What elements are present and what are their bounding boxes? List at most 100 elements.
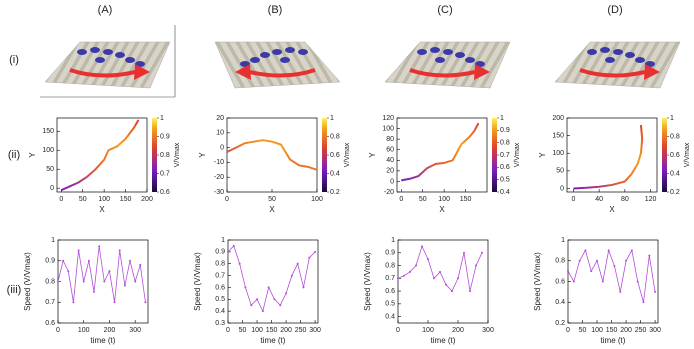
x-tick-label: 100 xyxy=(438,196,450,203)
column-label: (D) xyxy=(607,4,622,16)
colorbar-tick-label: 1 xyxy=(500,115,504,122)
y-tick-label: 40 xyxy=(386,157,394,164)
x-tick-label: 100 xyxy=(591,327,603,334)
colorbar-tick-label: 0.7 xyxy=(500,152,510,159)
colorbar-tick-label: 1 xyxy=(330,115,334,122)
y-tick-label: 0.6 xyxy=(45,320,55,327)
y-tick-label: 0.8 xyxy=(215,261,225,268)
data-point xyxy=(144,301,147,304)
y-tick-label: 0.9 xyxy=(45,258,55,265)
x-tick-label: 50 xyxy=(79,196,87,203)
data-point xyxy=(62,259,65,262)
colorbar-tick-label: 0.4 xyxy=(670,170,680,177)
plot-frame xyxy=(397,239,489,324)
data-line xyxy=(226,139,318,171)
y-axis-label: Speed (V/Vmax) xyxy=(193,252,202,311)
column-label: (C) xyxy=(437,4,452,16)
data-point xyxy=(451,290,453,293)
y-tick-label: 0.5 xyxy=(385,301,395,308)
y-tick-label: 0 xyxy=(390,178,394,185)
x-axis-label: X xyxy=(609,205,615,214)
x-tick-label: 150 xyxy=(120,196,132,203)
plot-frame xyxy=(567,239,659,324)
colorbar-tick-label: 0.4 xyxy=(330,170,340,177)
colorbar-label: V/Vmax xyxy=(344,142,351,167)
data-point xyxy=(261,310,264,313)
x-tick-label: 100 xyxy=(251,327,263,334)
y-tick-label: 200 xyxy=(552,115,564,122)
data-point xyxy=(457,277,459,280)
colorbar-tick-label: 1 xyxy=(160,115,164,122)
surface-render xyxy=(213,40,342,90)
x-tick-label: 50 xyxy=(239,327,247,334)
data-line xyxy=(573,124,644,190)
y-tick-label: 0.8 xyxy=(385,262,395,269)
data-point xyxy=(567,270,569,273)
data-point xyxy=(619,290,622,293)
data-point xyxy=(103,280,106,283)
plot-frame xyxy=(227,239,319,324)
data-line xyxy=(227,245,316,313)
y-tick-label: 0.9 xyxy=(215,249,225,256)
colorbar xyxy=(662,118,667,192)
data-point xyxy=(397,277,399,280)
y-axis-label: Speed (V/Vmax) xyxy=(533,252,542,311)
data-line xyxy=(397,245,483,292)
y-tick-label: 0 xyxy=(220,144,224,151)
data-point xyxy=(285,292,288,295)
data-point xyxy=(98,245,101,248)
data-point xyxy=(648,254,651,257)
y-tick-label: 0.4 xyxy=(385,313,395,320)
y-tick-label: 0.7 xyxy=(215,272,225,279)
y-tick-label: 0 xyxy=(560,185,564,192)
y-tick-label: 0.4 xyxy=(215,308,225,315)
colorbar-tick-label: 0.9 xyxy=(500,127,510,134)
y-axis-label: Y xyxy=(28,152,37,158)
y-axis-label: Speed (V/Vmax) xyxy=(363,252,372,311)
x-tick-label: 0 xyxy=(399,196,403,203)
data-point xyxy=(439,270,441,273)
y-tick-label: 100 xyxy=(382,125,394,132)
data-point xyxy=(630,249,633,252)
column-label: (B) xyxy=(268,4,283,16)
y-tick-label: 0.7 xyxy=(385,275,395,282)
data-point xyxy=(72,301,75,304)
data-point xyxy=(601,280,604,283)
y-tick-label: 0.9 xyxy=(385,250,395,257)
data-point xyxy=(314,250,317,253)
y-tick-label: 0.3 xyxy=(215,320,225,327)
data-point xyxy=(308,256,311,259)
y-tick-label: 0.2 xyxy=(555,320,565,327)
surface-render xyxy=(383,40,512,90)
x-axis-label: X xyxy=(269,205,275,214)
y-tick-label: 1 xyxy=(51,237,55,244)
y-tick-label: 20 xyxy=(216,115,224,122)
x-axis-label: time (t) xyxy=(261,336,286,345)
data-line xyxy=(57,246,146,303)
data-point xyxy=(584,249,587,252)
data-point xyxy=(409,270,411,273)
data-point xyxy=(403,274,405,277)
colorbar-tick-label: 0.8 xyxy=(670,133,680,140)
data-point xyxy=(433,277,435,280)
y-tick-label: 0.6 xyxy=(215,284,225,291)
colorbar-tick-label: 0.7 xyxy=(160,170,170,177)
x-tick-label: 0 xyxy=(571,196,575,203)
data-point xyxy=(256,298,259,301)
plot-frame xyxy=(56,117,148,193)
y-tick-label: 50 xyxy=(46,166,54,173)
plot-frame xyxy=(566,117,658,193)
x-axis-label: X xyxy=(99,205,105,214)
x-tick-label: 200 xyxy=(620,327,632,334)
data-point xyxy=(129,259,131,262)
data-point xyxy=(273,298,276,301)
x-tick-label: 0 xyxy=(226,327,230,334)
y-tick-label: 0.4 xyxy=(555,299,565,306)
colorbar xyxy=(492,118,497,192)
y-tick-label: -20 xyxy=(214,174,224,181)
data-point xyxy=(421,245,423,248)
data-point xyxy=(93,290,95,293)
y-tick-label: -20 xyxy=(384,189,394,196)
y-tick-label: 150 xyxy=(42,128,54,135)
